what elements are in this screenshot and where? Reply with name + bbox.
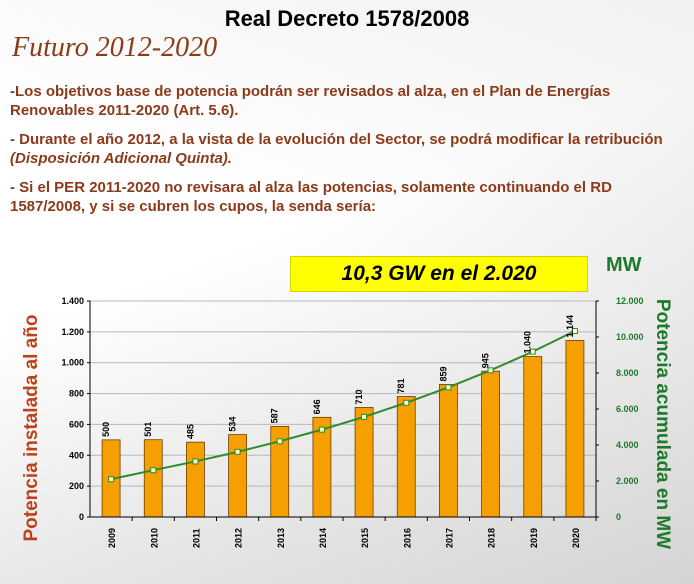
- left-tick-label: 800: [69, 389, 84, 399]
- cumulative-line: [110, 330, 576, 481]
- left-tick-label: 1.000: [61, 358, 84, 368]
- bar: [228, 434, 247, 518]
- paragraph-retribution-text: - Durante el año 2012, a la vista de la …: [10, 131, 663, 148]
- bar: [481, 370, 500, 518]
- grid-layer: [90, 300, 596, 487]
- cumulative-point: [487, 367, 494, 374]
- bar: [523, 356, 543, 518]
- bar-value-label: 534: [228, 417, 238, 432]
- bar-value-label: 1.144: [565, 315, 575, 338]
- left-tick-label: 1.400: [61, 296, 84, 306]
- bar-value-label: 500: [101, 422, 111, 437]
- left-tick-label: 400: [69, 450, 84, 460]
- x-tick-label: 2014: [318, 528, 328, 548]
- bar: [354, 407, 374, 518]
- cumulative-point: [571, 328, 578, 335]
- paragraph-retribution-ref: (Disposición Adicional Quinta).: [10, 150, 232, 167]
- left-tick-label: 600: [69, 419, 84, 429]
- x-tick-label: 2019: [529, 528, 539, 548]
- bar-value-label: 945: [481, 353, 491, 368]
- right-tick-label: 6.000: [616, 404, 639, 414]
- cumulative-point: [445, 384, 452, 391]
- bar-value-label: 859: [438, 366, 448, 381]
- paragraph-objectives: -Los objetivos base de potencia podrán s…: [10, 83, 611, 119]
- bar-value-label: 781: [396, 378, 406, 393]
- cumulative-point: [108, 476, 115, 483]
- cumulative-point: [403, 399, 410, 406]
- bar-value-label: 501: [143, 422, 153, 437]
- bar-value-label: 1.040: [523, 331, 533, 354]
- bar: [396, 396, 416, 518]
- cumulative-point: [529, 348, 536, 355]
- bar-value-label: 485: [185, 424, 195, 439]
- x-tick-label: 2012: [234, 528, 244, 548]
- x-tick-label: 2016: [402, 528, 412, 548]
- x-tick-label: 2013: [276, 528, 286, 548]
- x-tick-label: 2015: [360, 528, 370, 548]
- x-tick-label: 2020: [571, 528, 581, 548]
- label-layer: 500 501 485 534 587 646 710 781 859 945 1.040 1.144: [101, 315, 575, 439]
- axis-layer: 0 200 400 600 800 1.000 1.200 1.400 0 2.000 4.000 6…: [61, 296, 643, 548]
- bar-value-label: 710: [354, 389, 364, 404]
- paragraph-retribution: - Durante el año 2012, a la vista de la …: [10, 130, 680, 168]
- cumulative-point: [192, 458, 199, 465]
- page-subtitle: Futuro 2012-2020: [12, 32, 218, 63]
- right-axis-unit: MW: [606, 254, 642, 276]
- x-tick-label: 2009: [107, 528, 117, 548]
- cumulative-point: [234, 448, 241, 455]
- bar-value-label: 587: [270, 408, 280, 423]
- right-tick-label: 4.000: [616, 440, 639, 450]
- left-tick-label: 1.200: [61, 327, 84, 337]
- x-tick-label: 2018: [487, 528, 497, 548]
- bar-layer: [101, 340, 585, 518]
- bar: [565, 340, 585, 518]
- cumulative-point: [276, 438, 283, 445]
- right-tick-label: 10.000: [616, 332, 644, 342]
- bar: [186, 441, 205, 518]
- x-tick-label: 2010: [149, 528, 159, 548]
- paragraph-path: - Si el PER 2011-2020 no revisara al alz…: [10, 179, 612, 215]
- cumulative-point: [361, 413, 368, 420]
- right-tick-label: 2.000: [616, 476, 639, 486]
- bar: [439, 384, 458, 518]
- right-tick-label: 0: [616, 512, 621, 522]
- line-layer: [108, 328, 578, 483]
- right-tick-label: 8.000: [616, 368, 639, 378]
- x-tick-label: 2011: [191, 528, 201, 548]
- chart-title: 10,3 GW en el 2.020: [290, 256, 588, 292]
- right-tick-label: 12.000: [616, 296, 644, 306]
- page-title: Real Decreto 1578/2008: [224, 6, 470, 31]
- bar: [143, 439, 163, 518]
- cumulative-point: [318, 426, 325, 433]
- left-tick-label: 0: [79, 512, 84, 522]
- left-tick-label: 200: [69, 481, 84, 491]
- x-tick-label: 2017: [444, 528, 454, 548]
- bar-value-label: 646: [312, 399, 322, 414]
- cumulative-point: [150, 467, 157, 474]
